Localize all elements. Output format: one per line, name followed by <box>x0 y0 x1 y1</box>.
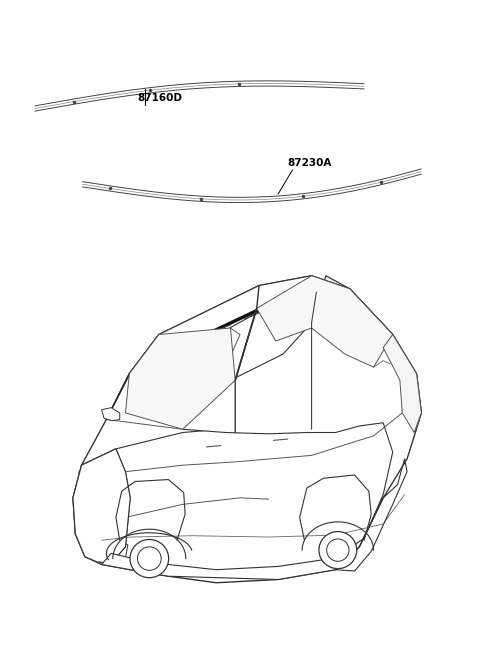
Polygon shape <box>75 472 118 532</box>
Ellipse shape <box>137 547 161 570</box>
Text: 87230A: 87230A <box>288 158 332 168</box>
Polygon shape <box>102 407 120 420</box>
Polygon shape <box>102 289 421 579</box>
Ellipse shape <box>130 539 168 578</box>
Polygon shape <box>73 449 130 563</box>
Polygon shape <box>79 462 116 485</box>
Polygon shape <box>383 335 421 432</box>
Polygon shape <box>257 276 393 367</box>
Polygon shape <box>129 276 393 380</box>
Polygon shape <box>73 449 130 563</box>
Polygon shape <box>125 328 235 429</box>
Ellipse shape <box>327 539 349 562</box>
Ellipse shape <box>319 531 357 569</box>
Text: 87160D: 87160D <box>137 92 182 102</box>
